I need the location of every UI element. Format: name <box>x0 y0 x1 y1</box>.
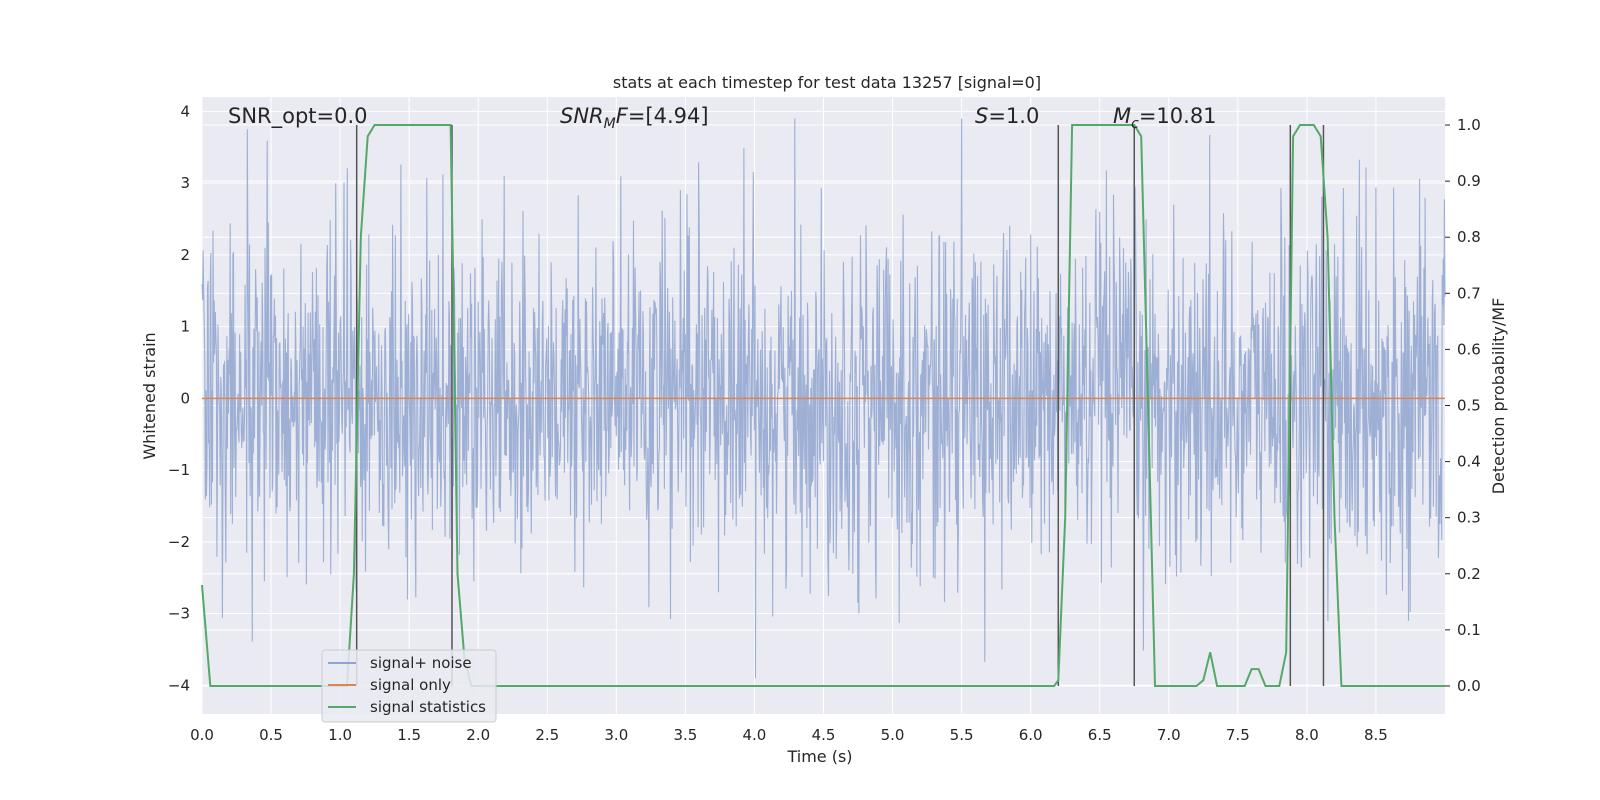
y2-tick-label: 0.7 <box>1457 284 1481 302</box>
y2-tick-label: 0.9 <box>1457 172 1481 190</box>
y-tick-label: 3 <box>180 174 190 192</box>
legend: signal+ noise signal only signal statist… <box>321 649 497 723</box>
x-tick-label: 7.5 <box>1226 726 1250 744</box>
y2-tick-label: 0.3 <box>1457 509 1481 527</box>
x-tick-label: 4.5 <box>812 726 836 744</box>
y2-tick-label: 0.5 <box>1457 397 1481 415</box>
legend-label-statistics: signal statistics <box>370 698 486 716</box>
y2-tick-label: 0.0 <box>1457 677 1481 695</box>
y-tick-label: −4 <box>168 676 190 694</box>
annotation-snr-mf: SNRMF=[4.94] <box>560 104 709 132</box>
y2-axis-label: Detection probability/MF <box>1489 298 1508 495</box>
y-tick-label: 2 <box>180 246 190 264</box>
x-tick-label: 5.5 <box>950 726 974 744</box>
x-tick-label: 7.0 <box>1157 726 1181 744</box>
y-tick-label: −1 <box>168 461 190 479</box>
y2-tick-label: 1.0 <box>1457 116 1481 134</box>
x-tick-label: 5.0 <box>881 726 905 744</box>
noise-series <box>201 118 1446 679</box>
chart-title: stats at each timestep for test data 132… <box>613 73 1041 92</box>
tick-labels: 0.0 0.5 1.0 1.5 2.0 2.5 3.0 3.5 4.0 4.5 5.0 5.5 6.0 6… <box>168 102 1481 744</box>
x-axis-label: Time (s) <box>786 747 852 766</box>
y-tick-label: −2 <box>168 533 190 551</box>
annotation-snr-opt: SNR_opt=0.0 <box>228 104 368 129</box>
y-tick-label: −3 <box>168 605 190 623</box>
y2-tick-label: 0.6 <box>1457 340 1481 358</box>
x-tick-label: 1.5 <box>397 726 421 744</box>
annotation-mc: Mc=10.81 <box>1113 104 1217 132</box>
y-tick-label: 1 <box>180 318 190 336</box>
y-axis-label: Whitened strain <box>140 332 159 459</box>
y-tick-label: 0 <box>180 389 190 407</box>
x-tick-label: 6.5 <box>1088 726 1112 744</box>
annotation-s: S=1.0 <box>975 104 1039 128</box>
x-tick-label: 3.5 <box>673 726 697 744</box>
x-tick-label: 3.0 <box>604 726 628 744</box>
x-tick-label: 4.0 <box>743 726 767 744</box>
legend-label-noise: signal+ noise <box>370 654 472 672</box>
x-tick-label: 8.0 <box>1295 726 1319 744</box>
y-tick-label: 4 <box>180 102 190 120</box>
x-tick-label: 0.5 <box>259 726 283 744</box>
y2-tick-label: 0.8 <box>1457 228 1481 246</box>
x-tick-label: 1.0 <box>328 726 352 744</box>
line-series <box>201 124 1445 687</box>
legend-label-signal: signal only <box>370 676 451 694</box>
x-tick-label: 2.5 <box>535 726 559 744</box>
x-tick-label: 0.0 <box>190 726 214 744</box>
x-tick-label: 2.0 <box>466 726 490 744</box>
legend-box <box>321 649 497 723</box>
y2-tick-label: 0.4 <box>1457 453 1481 471</box>
signal-statistics-line <box>201 124 1445 687</box>
noise-trace <box>201 118 1446 679</box>
y2-tick-label: 0.2 <box>1457 565 1481 583</box>
x-tick-label: 8.5 <box>1364 726 1388 744</box>
x-tick-label: 6.0 <box>1019 726 1043 744</box>
y2-tick-label: 0.1 <box>1457 621 1481 639</box>
